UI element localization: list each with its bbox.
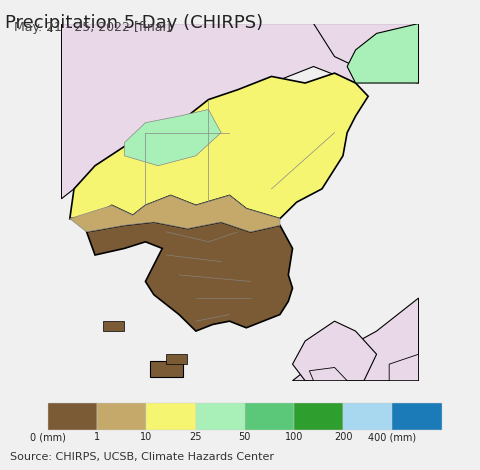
Polygon shape [347,24,419,83]
Text: 1: 1 [94,432,100,442]
Text: 0 (mm): 0 (mm) [30,432,66,442]
Text: Precipitation 5-Day (CHIRPS): Precipitation 5-Day (CHIRPS) [5,14,263,32]
Polygon shape [309,368,347,381]
Text: 50: 50 [239,432,251,442]
Polygon shape [313,24,419,83]
Polygon shape [167,354,188,364]
Polygon shape [150,361,183,377]
Text: 200: 200 [334,432,352,442]
Text: 100: 100 [285,432,303,442]
Text: 400 (mm): 400 (mm) [368,432,417,442]
Polygon shape [103,321,124,331]
Polygon shape [70,196,280,232]
Polygon shape [61,24,419,199]
Text: 25: 25 [189,432,202,442]
Polygon shape [86,222,292,331]
Polygon shape [292,321,377,381]
Text: Source: CHIRPS, UCSB, Climate Hazards Center: Source: CHIRPS, UCSB, Climate Hazards Ce… [10,452,274,462]
Polygon shape [389,354,419,381]
Polygon shape [124,110,221,166]
Polygon shape [70,73,368,219]
Text: 10: 10 [140,432,153,442]
Text: May. 21 - 25, 2022 [final]: May. 21 - 25, 2022 [final] [14,21,171,34]
Polygon shape [292,298,419,381]
